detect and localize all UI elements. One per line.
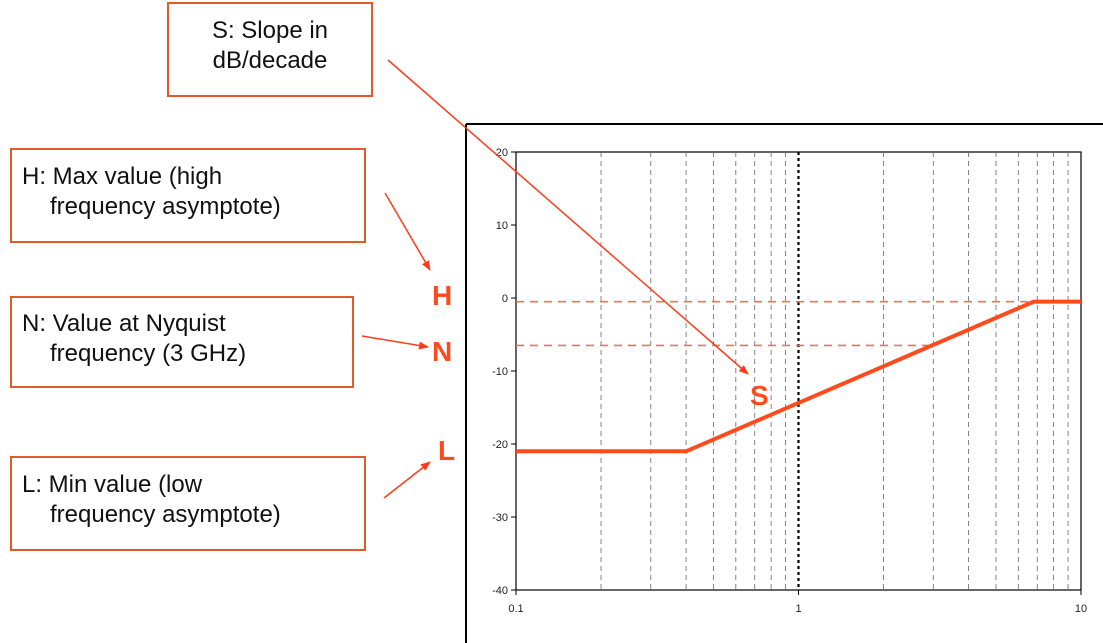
slope-callout-line2: dB/decade: [212, 47, 328, 74]
y-tick-label: -20: [492, 439, 508, 451]
max-arrow: [384, 192, 431, 271]
marker-n-label: N: [432, 336, 452, 367]
slope-callout: S: Slope in dB/decade: [167, 2, 373, 97]
response-curve: [516, 299, 1081, 454]
slope-callout-line1: S: Slope in: [211, 17, 329, 44]
y-axis-ticks: 20 10 0 -10 -20 -30 -40: [492, 147, 516, 597]
x-tick-label: 10: [1075, 603, 1087, 615]
min-arrow: [383, 461, 431, 499]
y-tick-label: -30: [492, 512, 508, 524]
y-tick-label: 20: [496, 147, 508, 159]
nyquist-value-callout: N: Value at Nyquist frequency (3 GHz): [10, 296, 354, 388]
grid-lines: [600, 152, 1069, 590]
nyquist-callout-line1: N: Value at Nyquist: [22, 310, 226, 337]
min-value-callout: L: Min value (low frequency asymptote): [10, 456, 366, 551]
y-tick-label: 10: [496, 220, 508, 232]
slope-arrow: [387, 59, 749, 375]
nyquist-callout-line2: frequency (3 GHz): [50, 340, 247, 367]
nyquist-arrow: [361, 335, 429, 350]
marker-s-label: S: [750, 380, 769, 411]
min-callout-line2: frequency asymptote): [50, 501, 281, 528]
x-axis-ticks: 0.1 1 10: [508, 590, 1087, 615]
max-callout-line1: H: Max value (high: [22, 163, 223, 190]
marker-h-label: H: [432, 280, 452, 311]
min-callout-line1: L: Min value (low: [22, 471, 203, 498]
marker-l-label: L: [438, 435, 455, 466]
y-tick-label: -10: [492, 366, 508, 378]
max-value-callout: H: Max value (high frequency asymptote): [10, 148, 366, 243]
x-tick-label: 0.1: [508, 603, 523, 615]
max-callout-line2: frequency asymptote): [50, 193, 281, 220]
y-tick-label: 0: [502, 293, 508, 305]
y-tick-label: -40: [492, 585, 508, 597]
x-tick-label: 1: [795, 603, 801, 615]
